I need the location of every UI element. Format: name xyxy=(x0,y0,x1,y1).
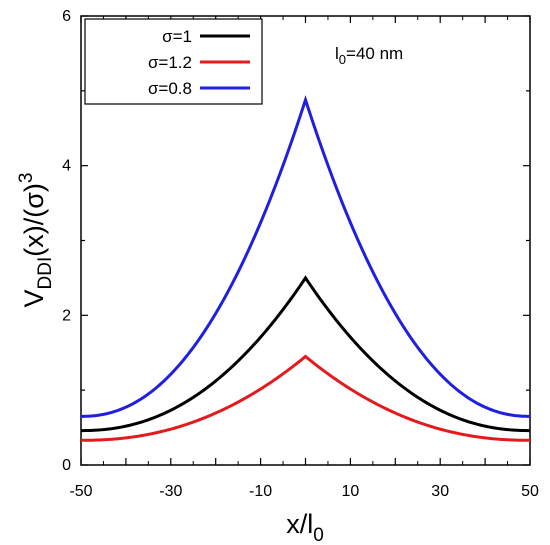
x-tick-label: 50 xyxy=(521,483,539,500)
x-tick-label: -10 xyxy=(249,483,272,500)
x-tick-label: 10 xyxy=(342,483,360,500)
ticks: -50 -30 -10 10 30 50 0 2 4 6 xyxy=(62,8,539,500)
y-axis-title: VDDI(x)/(σ)3 xyxy=(16,173,56,308)
legend-label: σ=0.8 xyxy=(148,79,192,98)
legend-label: σ=1 xyxy=(162,27,192,46)
x-tick-label: -50 xyxy=(69,483,92,500)
series-lines xyxy=(80,94,531,442)
y-tick-label: 4 xyxy=(62,158,71,175)
x-axis-title: x/l0 xyxy=(286,509,324,545)
legend-label: σ=1.2 xyxy=(148,53,192,72)
y-tick-label: 6 xyxy=(62,8,71,25)
series-line xyxy=(80,275,531,433)
series-line xyxy=(80,354,531,442)
y-tick-label: 2 xyxy=(62,307,71,324)
series-line xyxy=(80,94,531,418)
x-tick-label: 30 xyxy=(431,483,449,500)
legend: σ=1 σ=1.2 σ=0.8 xyxy=(84,18,263,105)
x-tick-label: -30 xyxy=(159,483,182,500)
annotation: l0=40 nm xyxy=(335,44,403,67)
y-tick-label: 0 xyxy=(62,457,71,474)
